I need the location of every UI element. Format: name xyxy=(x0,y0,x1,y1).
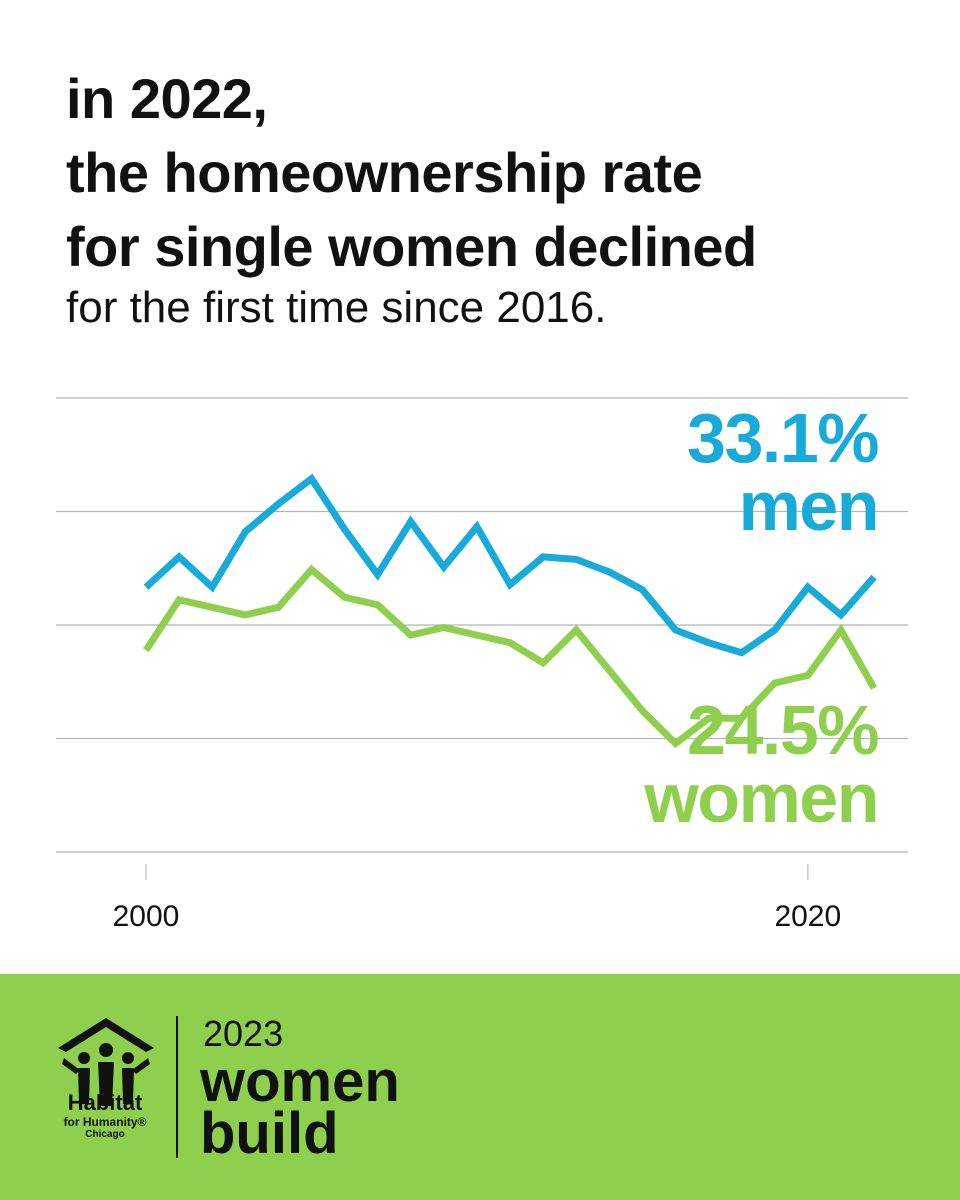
event-year: 2023 xyxy=(203,1013,284,1054)
men-series-name: men xyxy=(738,467,880,545)
line-chart: 2000 2020 xyxy=(56,397,908,933)
logo-text-line-3: Chicago xyxy=(85,1129,125,1140)
women-end-value: 24.5% xyxy=(687,691,879,769)
logo-text-line-1: Habitat xyxy=(67,1090,143,1115)
event-name-line-2: build xyxy=(200,1101,339,1166)
x-tick-label: 2020 xyxy=(774,900,841,933)
footer-divider xyxy=(176,1016,178,1158)
headline-line-1: in 2022, xyxy=(66,67,268,130)
headline: in 2022, the homeownership rate for sing… xyxy=(66,62,757,284)
event-name-line-1: women xyxy=(200,1049,400,1114)
series-line-women xyxy=(143,564,878,749)
footer-banner: Habitat for Humanity® Chicago 2023 women… xyxy=(0,974,960,1200)
men-end-value: 33.1% xyxy=(687,399,879,477)
habitat-logo-text: Habitat for Humanity® Chicago xyxy=(50,1092,160,1140)
headline-line-2: the homeownership rate xyxy=(66,141,703,204)
habitat-logo-icon xyxy=(58,1018,154,1106)
men-value-label: 33.1% men xyxy=(687,399,880,545)
women-value-label: 24.5% women xyxy=(644,691,879,837)
women-series-name: women xyxy=(644,759,879,837)
logo-text-line-2: for Humanity® xyxy=(63,1115,147,1129)
event-name: women build xyxy=(200,1049,400,1166)
headline-line-3: for single women declined xyxy=(66,215,757,278)
x-tick-label: 2000 xyxy=(113,900,180,933)
series-line-men xyxy=(143,473,877,657)
headline-subline: for the first time since 2016. xyxy=(66,283,607,332)
